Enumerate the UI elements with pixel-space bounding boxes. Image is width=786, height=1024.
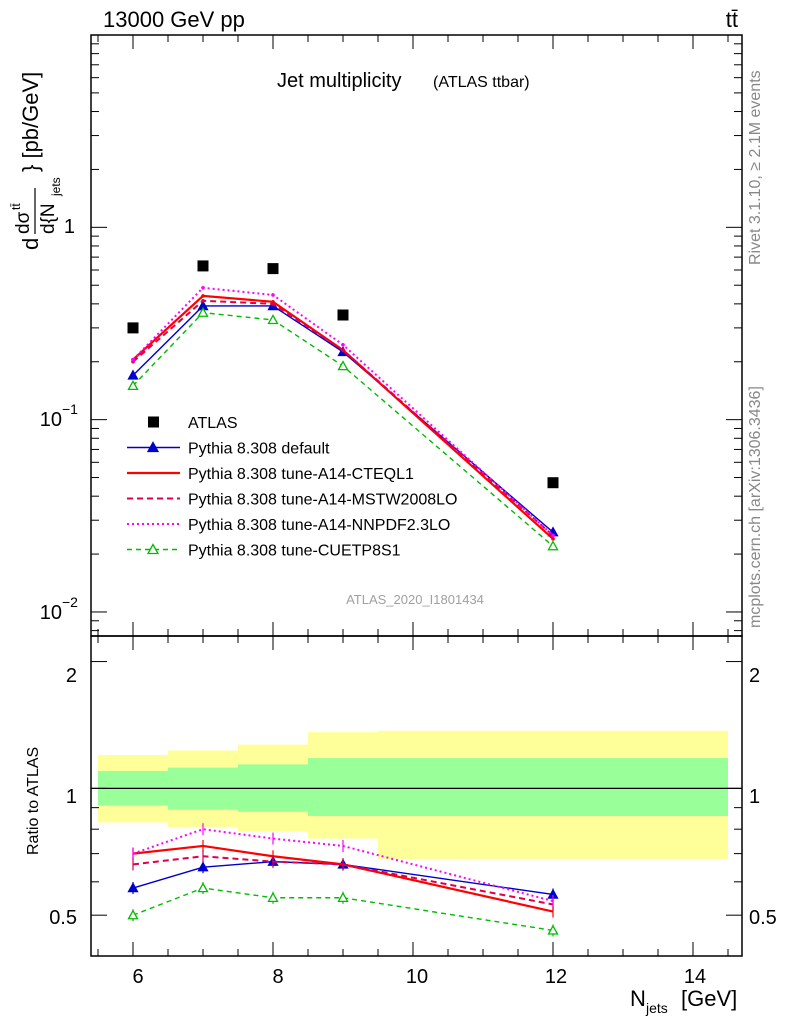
- svg-text:dσ: dσ: [13, 211, 34, 234]
- point-pythia-8-308-tune-a14-cteql1: [201, 294, 205, 298]
- atlas-data-point: [127, 322, 139, 334]
- axis-ticks: [91, 35, 742, 957]
- point-pythia-8-308-tune-a14-nnpdf2-3lo: [131, 357, 135, 362]
- legend-label-pythia-8-308-tune-a14-cteql1: Pythia 8.308 tune-A14-CTEQL1: [188, 466, 414, 483]
- atlas-data-point: [547, 477, 559, 489]
- ratio-ylabel: Ratio to ATLAS: [25, 747, 42, 855]
- point-pythia-8-308-tune-a14-nnpdf2-3lo: [271, 293, 275, 297]
- legend-marker-atlas: [148, 416, 159, 428]
- point-pythia-8-308-tune-cuetp8s1: [337, 360, 349, 371]
- svg-text:jets: jets: [49, 177, 63, 197]
- point-pythia-8-308-tune-a14-cteql1: [551, 537, 555, 541]
- main-series-group: [127, 260, 559, 551]
- ratio-ytick-right-0.5: 0.5: [749, 907, 777, 929]
- legend-marker-pythia-8-308-default: [146, 441, 160, 453]
- ratio-ytick-right-2: 2: [749, 665, 760, 687]
- legend: ATLAS Pythia 8.308 default Pythia 8.308 tu…: [127, 415, 457, 560]
- svg-text:} [pb/GeV]: } [pb/GeV]: [18, 72, 43, 172]
- process-label: 13000 GeV pp: [103, 7, 245, 32]
- uncertainty-bands: [91, 730, 742, 859]
- point-pythia-8-308-default: [127, 369, 139, 380]
- plot-subtitle: (ATLAS ttbar): [433, 74, 530, 91]
- ytick-label-0.1-exp: −1: [62, 401, 78, 417]
- point-pythia-8-308-tune-cuetp8s1: [127, 379, 139, 391]
- plot-title: Jet multiplicity: [277, 70, 401, 92]
- analysis-id: ATLAS_2020_I1801434: [346, 592, 484, 607]
- legend-label-pythia-8-308-tune-cuetp8s1: Pythia 8.308 tune-CUETP8S1: [188, 543, 401, 560]
- ratio-plot-frame: [90, 635, 743, 957]
- ratio-ytick-left-1: 1: [66, 786, 77, 808]
- ratio-point-pythia-8-308-tune-cuetp8s1: [547, 924, 559, 935]
- legend-label-pythia-8-308-default: Pythia 8.308 default: [188, 441, 330, 458]
- point-pythia-8-308-tune-a14-mstw2008lo: [201, 298, 205, 303]
- point-pythia-8-308-tune-a14-mstw2008lo: [271, 302, 275, 306]
- ratio-point-pythia-8-308-tune-cuetp8s1: [127, 909, 139, 920]
- ratio-point-pythia-8-308-tune-cuetp8s1: [197, 882, 209, 893]
- legend-label-pythia-8-308-tune-a14-mstw2008lo: Pythia 8.308 tune-A14-MSTW2008LO: [188, 492, 457, 509]
- xtick-label-12: 12: [545, 966, 567, 988]
- ratio-point-pythia-8-308-default: [197, 861, 209, 872]
- ratio-point-pythia-8-308-tune-cuetp8s1: [337, 891, 349, 902]
- top-ylabel: d dσ tt̄ d{N jets } [pb/GeV]: [9, 72, 63, 250]
- xtick-label-10: 10: [406, 966, 428, 988]
- ratio-point-pythia-8-308-default: [127, 882, 139, 893]
- point-pythia-8-308-tune-a14-mstw2008lo: [341, 348, 345, 352]
- point-pythia-8-308-tune-a14-nnpdf2-3lo: [551, 533, 555, 538]
- xtick-label-8: 8: [272, 966, 283, 988]
- legend-label-atlas: ATLAS: [188, 415, 238, 432]
- point-pythia-8-308-tune-cuetp8s1: [547, 540, 559, 551]
- green-band-bin: [378, 758, 728, 816]
- final-state-label: tt̄: [726, 7, 738, 32]
- ratio-ytick-left-2: 2: [66, 665, 77, 687]
- point-pythia-8-308-tune-cuetp8s1: [197, 306, 209, 317]
- point-pythia-8-308-tune-cuetp8s1: [267, 314, 279, 325]
- ratio-ytick-left-0.5: 0.5: [49, 907, 77, 929]
- svg-text:[GeV]: [GeV]: [681, 986, 737, 1011]
- rivet-info: Rivet 3.1.10, ≥ 2.1M events: [747, 70, 764, 265]
- ratio-series-group: [127, 823, 559, 937]
- atlas-data-point: [197, 260, 209, 272]
- atlas-data-point: [337, 309, 349, 321]
- legend-label-pythia-8-308-tune-a14-nnpdf2-3lo: Pythia 8.308 tune-A14-NNPDF2.3LO: [188, 517, 450, 534]
- atlas-data-point: [267, 263, 279, 275]
- ratio-ytick-right-1: 1: [749, 786, 760, 808]
- point-pythia-8-308-tune-a14-nnpdf2-3lo: [341, 343, 345, 347]
- ytick-label-0.1: 10: [40, 409, 62, 431]
- ratio-point-pythia-8-308-tune-cuetp8s1: [267, 891, 279, 902]
- legend-marker-pythia-8-308-tune-cuetp8s1: [146, 543, 160, 555]
- ytick-label-1: 1: [64, 216, 75, 238]
- mcplots-info: mcplots.cern.ch [arXiv:1306.3436]: [747, 386, 764, 628]
- point-pythia-8-308-tune-a14-nnpdf2-3lo: [201, 285, 205, 290]
- svg-text:tt̄: tt̄: [9, 203, 23, 210]
- svg-text:jets: jets: [645, 1000, 668, 1016]
- green-band-bin: [308, 758, 378, 816]
- xlabel: N jets [GeV]: [630, 986, 737, 1016]
- svg-text:d: d: [18, 238, 43, 250]
- svg-text:d{N: d{N: [38, 203, 59, 234]
- xtick-label-14: 14: [684, 966, 706, 988]
- svg-text:N: N: [630, 986, 646, 1011]
- xtick-label-6: 6: [132, 966, 143, 988]
- ytick-label-0.01: 10: [40, 602, 62, 624]
- ytick-label-0.01-exp: −2: [62, 594, 78, 610]
